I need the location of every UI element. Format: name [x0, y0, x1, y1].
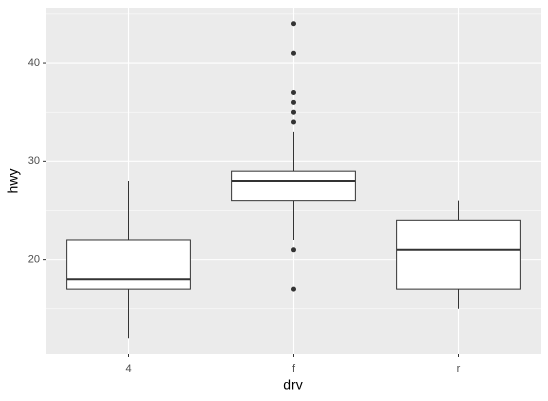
y-tick-label: 30 — [28, 155, 40, 167]
x-axis-title: drv — [283, 377, 302, 393]
outlier — [291, 247, 296, 253]
x-tick-label: 4 — [125, 363, 131, 375]
outlier — [291, 286, 296, 292]
x-tick-label: r — [457, 363, 461, 375]
box — [66, 239, 191, 290]
outlier — [291, 109, 296, 115]
y-tick-label: 40 — [28, 57, 40, 69]
box — [231, 170, 356, 202]
outlier — [291, 99, 296, 105]
outlier — [291, 21, 296, 27]
x-tick-label: f — [292, 363, 296, 375]
outlier — [291, 50, 296, 56]
box — [396, 219, 521, 290]
outlier — [291, 119, 296, 125]
y-tick-label: 20 — [28, 254, 40, 266]
outlier — [291, 90, 296, 96]
y-axis-title: hwy — [5, 169, 21, 194]
